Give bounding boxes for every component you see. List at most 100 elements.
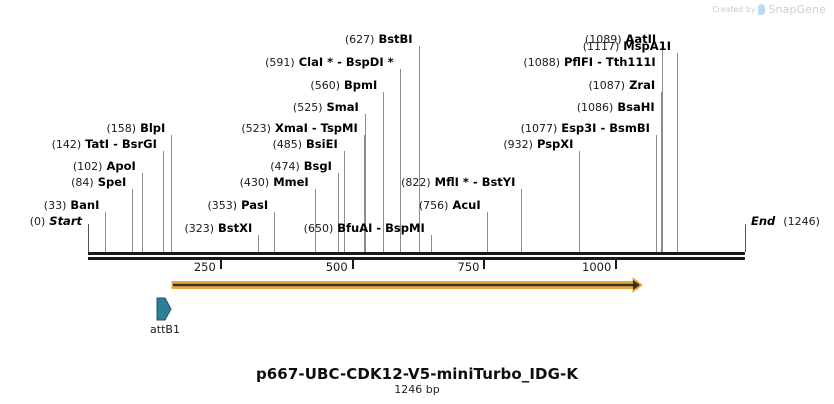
enzyme-position: (591)	[265, 56, 295, 69]
enzyme-name: ClaI * - BspDI *	[298, 55, 394, 69]
ruler-tick-label: 500	[325, 260, 348, 274]
enzyme-label[interactable]: (1077) Esp3I - BsmBI	[521, 122, 650, 135]
enzyme-label[interactable]: (33) BanI	[44, 199, 100, 212]
enzyme-leader-line	[364, 114, 366, 252]
enzyme-label[interactable]: (474) BsgI	[270, 160, 332, 173]
snapgene-leaf-icon	[758, 4, 766, 15]
enzyme-name: TatI - BsrGI	[85, 137, 157, 151]
enzyme-leader-line	[661, 92, 663, 252]
enzyme-label[interactable]: (142) TatI - BsrGI	[52, 138, 157, 151]
enzyme-position: (142)	[51, 138, 82, 151]
enzyme-position: (1086)	[576, 101, 614, 114]
enzyme-label[interactable]: (430) MmeI	[240, 176, 309, 189]
enzyme-name: Esp3I - BsmBI	[561, 121, 650, 135]
enzyme-position: (485)	[272, 138, 303, 151]
enzyme-position: (627)	[344, 33, 375, 46]
enzyme-name: MmeI	[273, 175, 309, 189]
enzyme-name: PasI	[241, 198, 269, 212]
enzyme-leader-line	[383, 92, 385, 252]
enzyme-leader-line	[662, 46, 664, 252]
enzyme-leader-line	[486, 212, 488, 252]
enzyme-label[interactable]: (525) SmaI	[293, 101, 359, 114]
enzyme-label[interactable]: (485) BsiEI	[272, 138, 337, 151]
enzyme-leader-line	[132, 189, 134, 252]
enzyme-label[interactable]: (158) BlpI	[106, 122, 165, 135]
enzyme-label[interactable]: (102) ApoI	[73, 160, 136, 173]
enzyme-leader-line	[171, 135, 173, 252]
enzyme-name: BstXI	[218, 221, 253, 235]
enzyme-label[interactable]: (560) BpmI	[310, 79, 377, 92]
enzyme-leader-line	[105, 212, 107, 252]
enzyme-leader-line	[521, 189, 523, 252]
enzyme-label[interactable]: (591) ClaI * - BspDI *	[265, 56, 394, 69]
enzyme-label[interactable]: (1089) AatII	[585, 33, 656, 46]
enzyme-name: SpeI	[97, 175, 127, 189]
enzyme-label[interactable]: (932) PspXI	[503, 138, 573, 151]
enzyme-position: (1087)	[588, 79, 626, 92]
end-label: End	[751, 214, 776, 228]
end_pos_label: (1246)	[783, 215, 820, 228]
enzyme-position: (756)	[418, 199, 449, 212]
enzyme-label[interactable]: (1086) BsaHI	[577, 101, 655, 114]
enzyme-name: XmaI - TspMI	[274, 121, 358, 135]
enzyme-label[interactable]: (84) SpeI	[71, 176, 126, 189]
enzyme-position: (353)	[207, 199, 238, 212]
enzyme-position: (102)	[72, 160, 103, 173]
feature-attb1-arrow[interactable]	[156, 297, 174, 321]
enzyme-leader-line	[274, 212, 276, 252]
enzyme-label[interactable]: (756) AcuI	[419, 199, 481, 212]
enzyme-name: BfuAI - BspMI	[337, 221, 425, 235]
start-marker-line	[88, 224, 89, 252]
watermark-created-by-label: Created by	[712, 5, 756, 14]
enzyme-name: BsiEI	[306, 137, 338, 151]
enzyme-label[interactable]: (323) BstXI	[184, 222, 252, 235]
orf-arrow-svg	[171, 276, 643, 294]
enzyme-position: (1088)	[523, 56, 560, 69]
enzyme-label[interactable]: (650) BfuAI - BspMI	[304, 222, 425, 235]
ruler-tick-label: 1000	[582, 260, 612, 274]
end-marker-line	[745, 224, 746, 252]
enzyme-position: (84)	[71, 176, 94, 189]
enzyme-leader-line	[337, 173, 339, 252]
enzyme-leader-line	[660, 114, 662, 252]
enzyme-position: (474)	[270, 160, 300, 173]
enzyme-label[interactable]: (1088) PflFI - Tth111I	[523, 56, 655, 69]
start_pos_label: (0)	[29, 215, 46, 228]
enzyme-label[interactable]: (523) XmaI - TspMI	[241, 122, 357, 135]
enzyme-leader-line	[363, 135, 365, 252]
feature-attb1-label: attB1	[150, 323, 180, 336]
page-title: p667-UBC-CDK12-V5-miniTurbo_IDG-K	[255, 365, 579, 383]
enzyme-position: (323)	[184, 222, 215, 235]
enzyme-label[interactable]: (1087) ZraI	[589, 79, 656, 92]
enzyme-name: PspXI	[536, 137, 574, 151]
enzyme-name: BlpI	[140, 121, 166, 135]
enzyme-name: MflI * - BstYI	[434, 175, 516, 189]
enzyme-leader-line	[676, 53, 678, 252]
ruler-tick-label: 750	[457, 260, 480, 274]
enzyme-label[interactable]: (353) PasI	[208, 199, 269, 212]
end-label-group: End (1246)	[751, 215, 820, 228]
enzyme-name: BstBI	[378, 32, 413, 46]
enzyme-position: (158)	[106, 122, 137, 135]
backbone-gap	[88, 255, 745, 257]
enzyme-leader-line	[343, 151, 345, 252]
ruler-tick	[219, 260, 222, 269]
enzyme-leader-line	[141, 173, 143, 252]
enzyme-leader-line	[162, 151, 164, 252]
enzyme-leader-line	[258, 235, 260, 252]
enzyme-label[interactable]: (1117) MspA1I	[583, 40, 671, 53]
enzyme-leader-line	[655, 135, 657, 252]
enzyme-name: BsgI	[303, 159, 332, 173]
enzyme-name: BpmI	[344, 78, 378, 92]
enzyme-label[interactable]: (822) MflI * - BstYI	[401, 176, 515, 189]
enzyme-position: (1117)	[582, 40, 620, 53]
enzyme-name: AcuI	[452, 198, 481, 212]
ruler-tick	[483, 260, 486, 269]
enzyme-leader-line	[661, 69, 663, 252]
enzyme-name: AatII	[625, 32, 657, 46]
snapgene-watermark: Created by SnapGene	[712, 3, 826, 16]
start-label-group: (0) Start	[30, 215, 82, 228]
enzyme-position: (650)	[303, 222, 334, 235]
enzyme-label[interactable]: (627) BstBI	[345, 33, 413, 46]
